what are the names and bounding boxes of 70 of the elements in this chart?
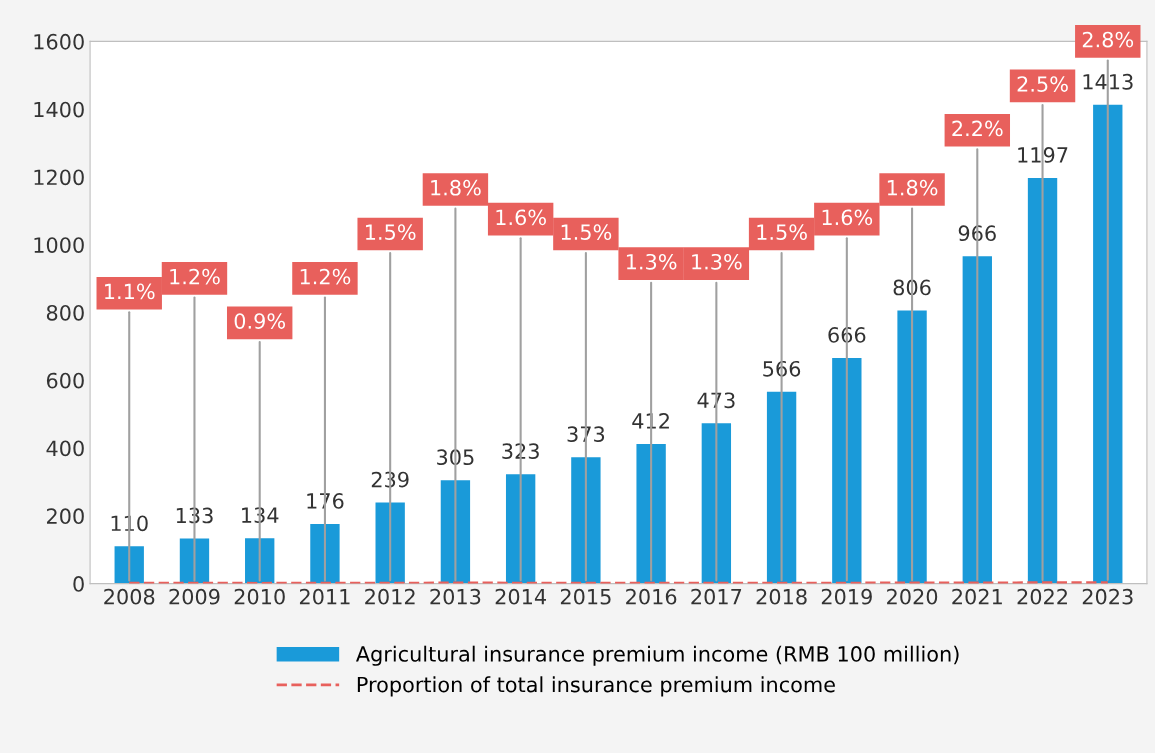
data-label: 2.8% — [1082, 31, 1134, 48]
data-label: 373 — [567, 426, 605, 443]
x-tick-label: 2017 — [691, 588, 742, 605]
x-tick-label: 2022 — [1017, 588, 1067, 605]
data-label: 1.2% — [300, 268, 351, 285]
data-label: 1.5% — [366, 224, 416, 241]
x-tick-label: 2018 — [756, 588, 807, 605]
x-tick-label: 2016 — [626, 588, 677, 605]
data-label: 1.2% — [170, 268, 220, 285]
data-label: 966 — [958, 225, 996, 242]
data-label: 566 — [763, 360, 801, 377]
bar — [310, 523, 340, 584]
data-label: 0.9% — [234, 313, 286, 329]
y-tick-label: 1200 — [34, 169, 84, 186]
x-tick-label: 2020 — [887, 588, 938, 605]
y-tick-label: 1000 — [34, 237, 84, 253]
bar — [440, 480, 471, 584]
y-tick-label: 600 — [46, 372, 84, 389]
y-tick-label: 1400 — [34, 101, 84, 118]
data-label: 239 — [371, 471, 409, 488]
y-tick-label: 200 — [46, 508, 84, 525]
bar — [1093, 104, 1123, 584]
data-label: 1.8% — [431, 179, 481, 196]
bar — [245, 538, 275, 584]
data-label: 323 — [502, 443, 539, 459]
y-tick-label: 800 — [46, 304, 84, 321]
x-tick-label: 2012 — [365, 588, 415, 605]
x-tick-label: 2023 — [1082, 588, 1133, 605]
y-tick-label: 400 — [46, 440, 84, 457]
data-label: 806 — [893, 279, 931, 296]
y-tick-label: 1600 — [34, 33, 84, 50]
data-label: 473 — [697, 392, 735, 409]
y-tick-label: 0 — [73, 576, 84, 592]
data-label: 133 — [176, 507, 213, 524]
data-label: 666 — [828, 326, 866, 343]
data-label: 1.6% — [496, 209, 546, 226]
legend-label: Proportion of total insurance premium income — [357, 676, 835, 697]
bar — [571, 457, 601, 584]
bar — [636, 443, 666, 584]
data-label: 134 — [242, 507, 279, 524]
bar — [897, 310, 927, 584]
x-tick-label: 2021 — [952, 588, 1002, 605]
x-tick-label: 2013 — [430, 588, 481, 605]
data-label: 1.1% — [105, 283, 155, 300]
x-tick-label: 2009 — [169, 588, 220, 605]
bar — [832, 357, 862, 584]
bar — [375, 502, 405, 584]
bar — [505, 474, 536, 584]
bar — [962, 256, 992, 584]
data-label: 1.8% — [887, 179, 938, 196]
data-label: 1.3% — [626, 253, 677, 270]
x-tick-label: 2010 — [234, 588, 285, 605]
data-label: 1413 — [1083, 73, 1133, 90]
x-tick-label: 2014 — [495, 588, 546, 605]
bar — [766, 391, 797, 584]
data-label: 2.2% — [952, 120, 1003, 137]
x-tick-label: 2019 — [821, 588, 872, 605]
data-label: 1197 — [1018, 147, 1068, 163]
data-label: 1.3% — [692, 253, 742, 270]
bar — [114, 546, 144, 584]
data-label: 2.5% — [1017, 76, 1068, 92]
data-label: 305 — [437, 449, 474, 466]
x-tick-label: 2008 — [104, 588, 155, 605]
data-label: 1.6% — [822, 209, 873, 226]
x-tick-label: 2011 — [299, 588, 350, 605]
x-tick-label: 2015 — [560, 588, 611, 605]
data-label: 1.5% — [757, 224, 807, 241]
bar — [701, 423, 732, 584]
legend-label: Agricultural insurance premium income (RMB 100 million) — [355, 645, 959, 666]
data-label: 1.5% — [561, 224, 612, 241]
